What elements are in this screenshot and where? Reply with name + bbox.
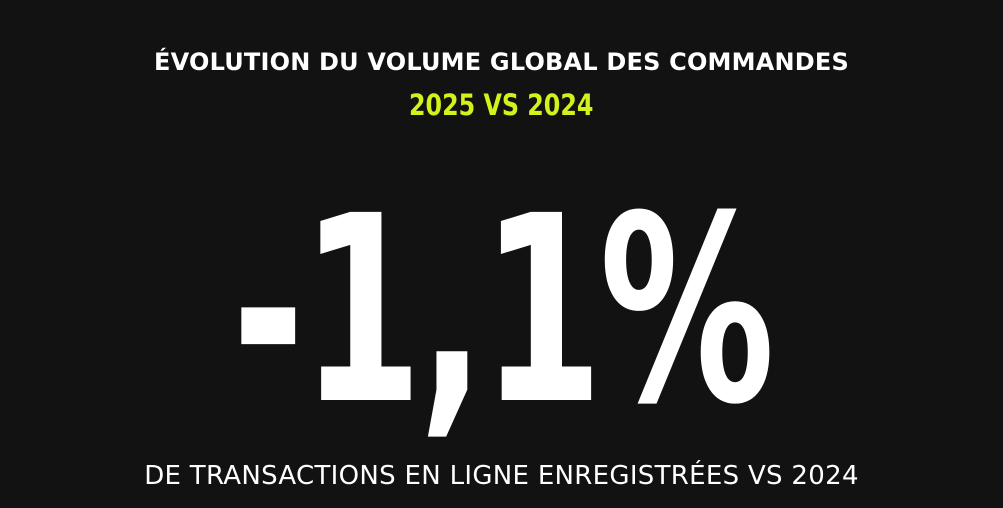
key-figure-value: -1,1%	[231, 161, 775, 461]
infographic-subtitle: 2025 VS 2024	[408, 88, 594, 122]
infographic-title: ÉVOLUTION DU VOLUME GLOBAL DES COMMANDES	[154, 48, 849, 76]
key-figure-caption: DE TRANSACTIONS EN LIGNE ENREGISTRÉES VS…	[144, 461, 859, 491]
